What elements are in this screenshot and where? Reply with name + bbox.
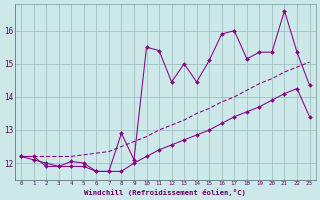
X-axis label: Windchill (Refroidissement éolien,°C): Windchill (Refroidissement éolien,°C): [84, 189, 246, 196]
